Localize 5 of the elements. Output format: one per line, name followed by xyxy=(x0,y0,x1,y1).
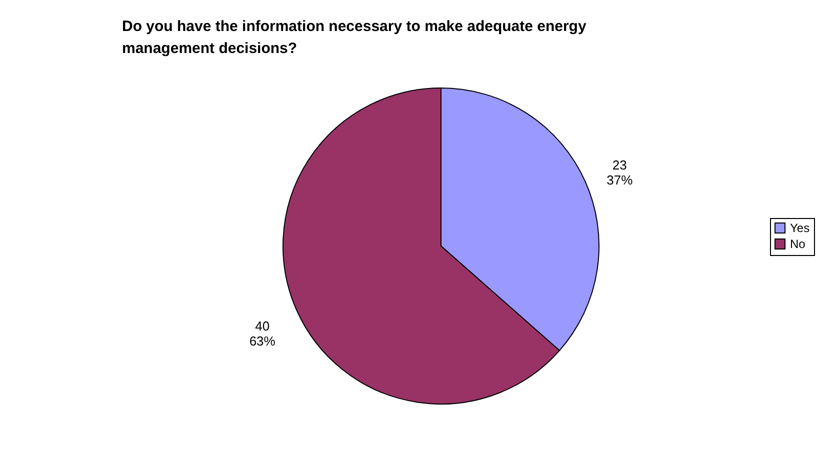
chart-title: Do you have the information necessary to make adequate energy management decisions? xyxy=(122,18,587,57)
data-label: 40 63% xyxy=(249,318,276,349)
legend-label: Yes xyxy=(790,221,810,235)
data-label: 23 37% xyxy=(606,157,634,188)
legend-label: No xyxy=(790,237,806,251)
